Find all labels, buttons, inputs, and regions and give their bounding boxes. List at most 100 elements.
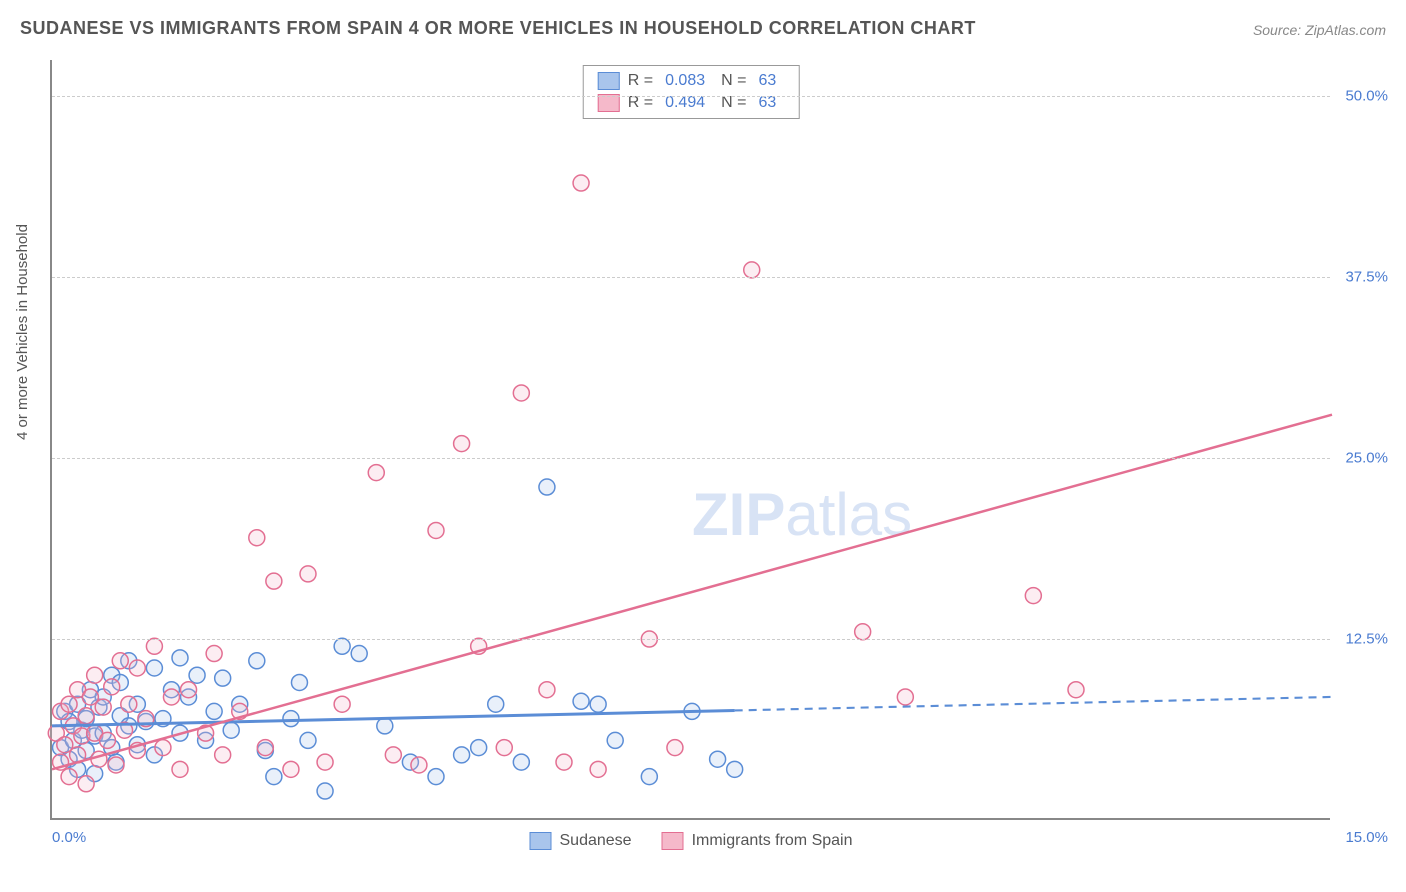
data-point-spain — [667, 740, 683, 756]
y-axis-label: 4 or more Vehicles in Household — [14, 224, 31, 440]
data-point-spain — [496, 740, 512, 756]
data-point-spain — [428, 522, 444, 538]
source-label: Source: ZipAtlas.com — [1253, 22, 1386, 38]
data-point-sudanese — [710, 751, 726, 767]
data-point-spain — [129, 660, 145, 676]
data-point-sudanese — [513, 754, 529, 770]
gridline — [52, 96, 1330, 97]
data-point-spain — [266, 573, 282, 589]
n-value: 63 — [758, 72, 776, 90]
data-point-spain — [283, 761, 299, 777]
series-legend: Sudanese Immigrants from Spain — [530, 832, 853, 850]
legend-label: Sudanese — [560, 832, 632, 850]
data-point-sudanese — [334, 638, 350, 654]
gridline — [52, 458, 1330, 459]
data-point-sudanese — [641, 769, 657, 785]
r-value: 0.083 — [665, 72, 705, 90]
data-point-spain — [206, 646, 222, 662]
legend-item-sudanese: Sudanese — [530, 832, 632, 850]
data-point-spain — [155, 740, 171, 756]
data-point-spain — [897, 689, 913, 705]
plot-svg — [52, 60, 1330, 818]
chart-title: SUDANESE VS IMMIGRANTS FROM SPAIN 4 OR M… — [20, 18, 976, 39]
data-point-sudanese — [573, 693, 589, 709]
data-point-spain — [61, 696, 77, 712]
trendline-dashed-sudanese — [735, 697, 1332, 711]
data-point-spain — [215, 747, 231, 763]
legend-swatch — [662, 832, 684, 850]
data-point-sudanese — [206, 703, 222, 719]
chart-container: SUDANESE VS IMMIGRANTS FROM SPAIN 4 OR M… — [0, 0, 1406, 892]
data-point-spain — [385, 747, 401, 763]
data-point-spain — [61, 769, 77, 785]
gridline — [52, 639, 1330, 640]
data-point-spain — [317, 754, 333, 770]
legend-swatch — [598, 72, 620, 90]
data-point-spain — [1068, 682, 1084, 698]
data-point-sudanese — [317, 783, 333, 799]
x-tick-label: 15.0% — [1345, 829, 1388, 846]
data-point-spain — [146, 638, 162, 654]
data-point-sudanese — [249, 653, 265, 669]
data-point-sudanese — [283, 711, 299, 727]
data-point-spain — [556, 754, 572, 770]
data-point-sudanese — [189, 667, 205, 683]
data-point-spain — [87, 667, 103, 683]
data-point-spain — [172, 761, 188, 777]
data-point-spain — [334, 696, 350, 712]
data-point-sudanese — [590, 696, 606, 712]
data-point-sudanese — [539, 479, 555, 495]
legend-row-sudanese: R = 0.083 N = 63 — [584, 70, 799, 92]
data-point-spain — [104, 679, 120, 695]
data-point-spain — [573, 175, 589, 191]
data-point-spain — [112, 653, 128, 669]
data-point-spain — [257, 740, 273, 756]
y-tick-label: 50.0% — [1345, 88, 1388, 105]
data-point-spain — [744, 262, 760, 278]
data-point-spain — [590, 761, 606, 777]
y-tick-label: 25.0% — [1345, 450, 1388, 467]
data-point-sudanese — [607, 732, 623, 748]
legend-item-spain: Immigrants from Spain — [662, 832, 853, 850]
y-tick-label: 37.5% — [1345, 269, 1388, 286]
data-point-spain — [513, 385, 529, 401]
data-point-sudanese — [454, 747, 470, 763]
plot-area: ZIPatlas R =0.083N =63R =0.494N =63 Suda… — [50, 60, 1330, 820]
data-point-spain — [454, 436, 470, 452]
data-point-spain — [163, 689, 179, 705]
data-point-spain — [99, 732, 115, 748]
data-point-sudanese — [428, 769, 444, 785]
legend-label: Immigrants from Spain — [692, 832, 853, 850]
gridline — [52, 277, 1330, 278]
y-tick-label: 12.5% — [1345, 631, 1388, 648]
data-point-spain — [181, 682, 197, 698]
data-point-spain — [368, 465, 384, 481]
correlation-legend: R =0.083N =63R =0.494N =63 — [583, 65, 800, 119]
r-label: R = — [628, 72, 653, 90]
n-label: N = — [721, 72, 746, 90]
data-point-sudanese — [488, 696, 504, 712]
data-point-spain — [121, 696, 137, 712]
data-point-spain — [78, 776, 94, 792]
data-point-sudanese — [223, 722, 239, 738]
data-point-spain — [300, 566, 316, 582]
data-point-sudanese — [300, 732, 316, 748]
data-point-spain — [855, 624, 871, 640]
data-point-sudanese — [172, 650, 188, 666]
data-point-sudanese — [266, 769, 282, 785]
data-point-sudanese — [291, 674, 307, 690]
data-point-sudanese — [351, 646, 367, 662]
data-point-spain — [249, 530, 265, 546]
data-point-sudanese — [727, 761, 743, 777]
data-point-sudanese — [146, 660, 162, 676]
data-point-spain — [1025, 588, 1041, 604]
data-point-spain — [95, 699, 111, 715]
data-point-sudanese — [377, 718, 393, 734]
legend-swatch — [530, 832, 552, 850]
data-point-sudanese — [471, 740, 487, 756]
data-point-spain — [539, 682, 555, 698]
data-point-spain — [108, 757, 124, 773]
data-point-spain — [411, 757, 427, 773]
x-tick-label: 0.0% — [52, 829, 86, 846]
data-point-sudanese — [215, 670, 231, 686]
